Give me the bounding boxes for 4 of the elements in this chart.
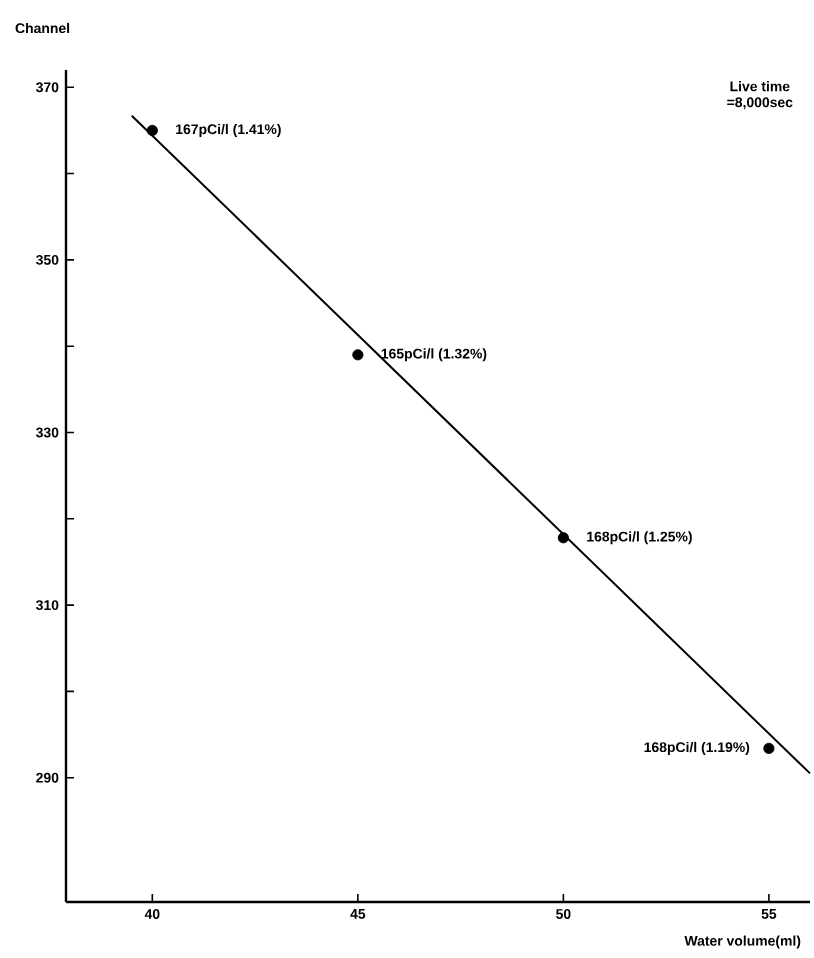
point [557,532,569,544]
point [352,349,364,361]
point [146,124,158,136]
point [763,742,775,754]
